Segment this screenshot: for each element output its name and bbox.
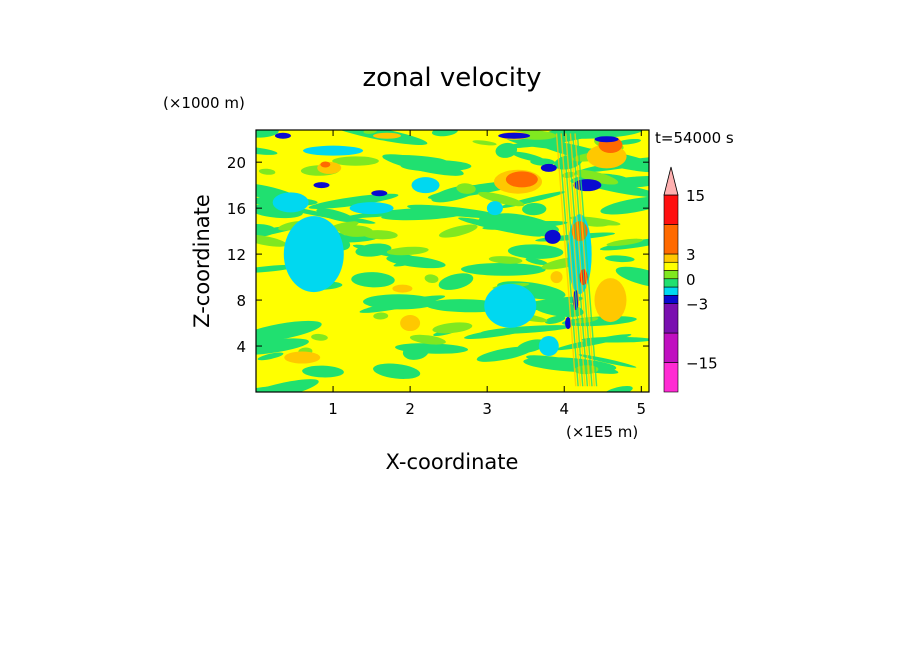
y-axis-ticks: 4 8 12 16 20: [227, 154, 649, 356]
x-axis-ticks: 1 2 3 4 5: [328, 130, 646, 418]
colorbar-segment: [663, 286, 679, 296]
chart-title: zonal velocity: [362, 63, 541, 93]
x-tick-label: 2: [405, 400, 415, 418]
plot-frame: [255, 129, 650, 393]
colorbar-segment: [663, 224, 679, 255]
y-tick-label: 16: [227, 200, 246, 218]
x-tick-label: 5: [637, 400, 647, 418]
colorbar-segment: [663, 294, 679, 304]
colorbar-tick-label: 0: [686, 271, 696, 289]
y-axis-label: Z-coordinate: [190, 194, 214, 328]
x-axis-label: X-coordinate: [386, 450, 519, 474]
x-unit-label: (×1E5 m): [566, 423, 638, 441]
colorbar-tick-label: 15: [686, 187, 705, 205]
colorbar-segment: [663, 362, 679, 393]
colorbar-segment: [663, 253, 679, 263]
y-tick-label: 8: [236, 292, 246, 310]
time-label: t=54000 s: [655, 129, 734, 147]
colorbar-tick-label: 3: [686, 246, 696, 264]
y-tick-label: 20: [227, 154, 246, 172]
colorbar-segment: [663, 278, 679, 288]
colorbar-segment: [663, 303, 679, 334]
colorbar-segment: [663, 332, 679, 363]
colorbar-tick-label: −15: [686, 355, 718, 373]
contour-field: [256, 130, 649, 392]
x-tick-label: 3: [482, 400, 492, 418]
colorbar-segment: [663, 194, 679, 225]
x-tick-label: 1: [328, 400, 338, 418]
colorbar-tick-label: −3: [686, 296, 708, 314]
y-unit-label: (×1000 m): [163, 94, 245, 112]
colorbar-segment: [663, 261, 679, 271]
y-tick-label: 4: [236, 338, 246, 356]
colorbar: 15 3 0 −3 −15: [663, 166, 718, 393]
y-tick-label: 12: [227, 246, 246, 264]
colorbar-segment: [663, 270, 679, 280]
x-tick-label: 4: [559, 400, 569, 418]
colorbar-extend-arrow: [663, 166, 679, 196]
